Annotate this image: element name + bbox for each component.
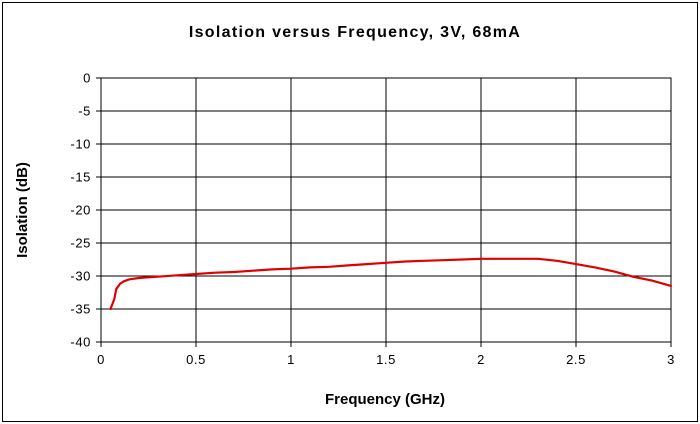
y-tick-label: -35 [70, 302, 91, 317]
y-tick-label: -15 [70, 170, 91, 185]
x-tick-label: 2 [477, 352, 485, 367]
x-tick-label: 1.5 [376, 352, 396, 367]
y-tick-label: -5 [78, 104, 91, 119]
x-tick-label: 1 [287, 352, 295, 367]
y-tick-label: 0 [83, 71, 91, 86]
gridlines [100, 77, 672, 343]
x-axis-label: Frequency (GHz) [325, 391, 445, 408]
series-layer [109, 257, 673, 311]
y-axis-label: Isolation (dB) [14, 162, 31, 258]
y-tick-label: -10 [70, 137, 91, 152]
x-tick-label: 0.5 [186, 352, 206, 367]
x-tick-label: 0 [97, 352, 105, 367]
chart-title: Isolation versus Frequency, 3V, 68mA [189, 24, 521, 41]
x-tick-label: 3 [667, 352, 675, 367]
chart-svg: Isolation versus Frequency, 3V, 68mA 0 -5… [14, 24, 675, 408]
y-tick-label: -25 [70, 236, 91, 251]
y-tick-label: -30 [70, 269, 91, 284]
x-tick-label: 2.5 [566, 352, 586, 367]
y-axis: 0 -5 -10 -15 -20 -25 -30 -35 -40 [70, 71, 101, 350]
y-tick-label: -20 [70, 203, 91, 218]
series-line-1 [109, 257, 673, 311]
x-axis: 0 0.5 1 1.5 2 2.5 3 [97, 342, 675, 367]
y-tick-label: -40 [70, 335, 91, 350]
